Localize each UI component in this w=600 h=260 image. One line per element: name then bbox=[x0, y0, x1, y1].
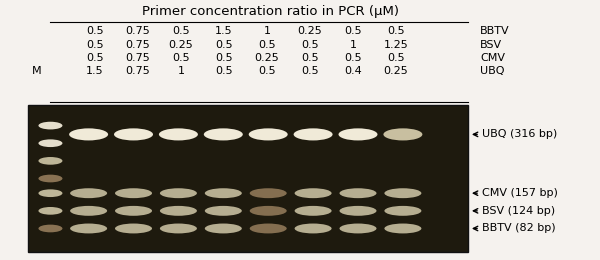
Text: 1: 1 bbox=[178, 66, 185, 76]
Ellipse shape bbox=[295, 224, 332, 233]
Text: 0.5: 0.5 bbox=[301, 40, 319, 50]
Ellipse shape bbox=[293, 128, 332, 140]
Text: UBQ (316 bp): UBQ (316 bp) bbox=[482, 129, 557, 139]
Text: 0.75: 0.75 bbox=[125, 26, 151, 36]
Ellipse shape bbox=[340, 188, 377, 198]
Ellipse shape bbox=[70, 224, 107, 233]
Ellipse shape bbox=[69, 128, 108, 140]
Ellipse shape bbox=[250, 206, 287, 216]
Ellipse shape bbox=[38, 122, 62, 129]
Ellipse shape bbox=[385, 224, 421, 233]
Text: 0.5: 0.5 bbox=[86, 26, 104, 36]
Ellipse shape bbox=[38, 157, 62, 165]
Text: Primer concentration ratio in PCR (μM): Primer concentration ratio in PCR (μM) bbox=[142, 5, 398, 18]
Ellipse shape bbox=[385, 188, 421, 198]
Text: 0.5: 0.5 bbox=[172, 53, 190, 63]
Text: BBTV: BBTV bbox=[480, 26, 509, 36]
Text: 0.75: 0.75 bbox=[125, 53, 151, 63]
Text: 0.4: 0.4 bbox=[344, 66, 362, 76]
Text: BBTV (82 bp): BBTV (82 bp) bbox=[482, 224, 556, 233]
Ellipse shape bbox=[38, 175, 62, 182]
Ellipse shape bbox=[205, 224, 242, 233]
Text: 0.5: 0.5 bbox=[344, 26, 362, 36]
Ellipse shape bbox=[383, 128, 422, 140]
Ellipse shape bbox=[250, 188, 287, 198]
Text: BSV (124 bp): BSV (124 bp) bbox=[482, 206, 555, 216]
Text: 0.5: 0.5 bbox=[215, 40, 233, 50]
Text: 1.5: 1.5 bbox=[215, 26, 233, 36]
Ellipse shape bbox=[249, 128, 288, 140]
Text: 0.5: 0.5 bbox=[301, 53, 319, 63]
Text: 1.5: 1.5 bbox=[86, 66, 104, 76]
Ellipse shape bbox=[38, 225, 62, 232]
Ellipse shape bbox=[160, 206, 197, 216]
Text: 0.75: 0.75 bbox=[125, 40, 151, 50]
Ellipse shape bbox=[295, 188, 332, 198]
Ellipse shape bbox=[160, 188, 197, 198]
Text: 0.5: 0.5 bbox=[258, 40, 276, 50]
Ellipse shape bbox=[115, 188, 152, 198]
Text: 0.5: 0.5 bbox=[258, 66, 276, 76]
Ellipse shape bbox=[38, 139, 62, 147]
Ellipse shape bbox=[338, 128, 377, 140]
Text: CMV: CMV bbox=[480, 53, 505, 63]
Text: 0.5: 0.5 bbox=[344, 53, 362, 63]
Text: 0.5: 0.5 bbox=[301, 66, 319, 76]
Ellipse shape bbox=[295, 206, 332, 216]
Text: 0.5: 0.5 bbox=[172, 26, 190, 36]
Ellipse shape bbox=[205, 188, 242, 198]
Text: 0.5: 0.5 bbox=[215, 53, 233, 63]
Text: 0.5: 0.5 bbox=[86, 40, 104, 50]
Ellipse shape bbox=[250, 224, 287, 233]
Ellipse shape bbox=[70, 188, 107, 198]
Text: 0.25: 0.25 bbox=[169, 40, 193, 50]
Text: 0.25: 0.25 bbox=[254, 53, 280, 63]
Text: 1: 1 bbox=[263, 26, 271, 36]
Text: 0.25: 0.25 bbox=[383, 66, 409, 76]
Ellipse shape bbox=[385, 206, 421, 216]
Text: M: M bbox=[32, 66, 42, 76]
Ellipse shape bbox=[204, 128, 243, 140]
Text: 0.5: 0.5 bbox=[387, 53, 405, 63]
Ellipse shape bbox=[38, 189, 62, 197]
Ellipse shape bbox=[340, 206, 377, 216]
Text: 0.75: 0.75 bbox=[125, 66, 151, 76]
Ellipse shape bbox=[70, 206, 107, 216]
Ellipse shape bbox=[114, 128, 153, 140]
Ellipse shape bbox=[205, 206, 242, 216]
Text: UBQ: UBQ bbox=[480, 66, 505, 76]
Ellipse shape bbox=[160, 224, 197, 233]
Ellipse shape bbox=[115, 224, 152, 233]
Text: 1.25: 1.25 bbox=[383, 40, 409, 50]
Bar bbox=[28, 105, 468, 252]
Text: 1: 1 bbox=[349, 40, 356, 50]
Text: 0.5: 0.5 bbox=[86, 53, 104, 63]
Ellipse shape bbox=[38, 207, 62, 215]
Text: 0.25: 0.25 bbox=[298, 26, 322, 36]
Text: CMV (157 bp): CMV (157 bp) bbox=[482, 188, 558, 198]
Ellipse shape bbox=[340, 224, 377, 233]
Ellipse shape bbox=[159, 128, 198, 140]
Text: 0.5: 0.5 bbox=[215, 66, 233, 76]
Text: BSV: BSV bbox=[480, 40, 502, 50]
Ellipse shape bbox=[115, 206, 152, 216]
Text: 0.5: 0.5 bbox=[387, 26, 405, 36]
